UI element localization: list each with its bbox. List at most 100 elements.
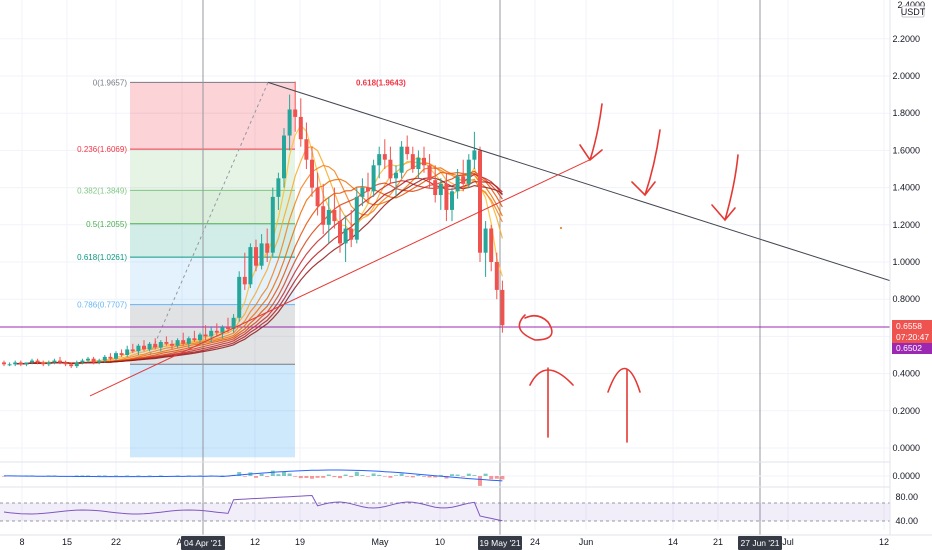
crosshair-date-label: 04 Apr '21 xyxy=(184,538,222,548)
candle-body xyxy=(7,364,12,366)
candle-body xyxy=(388,159,393,179)
macd-bar xyxy=(147,475,152,476)
macd-bar xyxy=(254,476,258,478)
currency-label: USDT xyxy=(901,7,926,17)
macd-line xyxy=(4,469,503,482)
candle-body xyxy=(209,330,214,337)
macd-bar xyxy=(242,476,247,477)
macd-bar xyxy=(136,475,141,476)
macd-bar xyxy=(125,475,130,476)
rsi-line xyxy=(3,494,503,522)
candle-body xyxy=(74,362,79,367)
candle-body xyxy=(483,228,488,253)
candle-body xyxy=(91,358,96,363)
crosshair-date-bg xyxy=(738,536,782,550)
macd-bar xyxy=(433,476,438,478)
candle-body xyxy=(30,360,34,363)
candle-body xyxy=(186,338,191,344)
macd-bar xyxy=(500,476,505,480)
macd-bar xyxy=(304,476,309,478)
candle-body xyxy=(130,349,135,352)
candle-body xyxy=(494,262,499,290)
macd-bar xyxy=(377,474,382,476)
price-tag-current: 0.6558 xyxy=(896,321,922,331)
macd-bar xyxy=(450,474,454,476)
macd-bar xyxy=(315,476,320,478)
candle-body xyxy=(226,327,230,329)
candle-body xyxy=(231,317,236,329)
y-tick-label: 1.0000 xyxy=(892,257,920,267)
candle-body xyxy=(338,221,342,244)
macd-bar xyxy=(422,476,426,477)
fib-label: 0.618(1.0261) xyxy=(77,253,127,262)
macd-bar xyxy=(455,474,460,476)
x-tick-label: 22 xyxy=(111,537,121,547)
x-tick-label: 14 xyxy=(668,537,678,547)
candle-body xyxy=(433,180,438,196)
candle-body xyxy=(427,165,432,181)
candle-body xyxy=(80,360,85,363)
fib-trend-line xyxy=(149,82,269,356)
hand-drawn-mark xyxy=(607,367,641,443)
candle-body xyxy=(181,340,186,344)
candle-body xyxy=(478,150,482,253)
candle-body xyxy=(282,135,286,179)
candle-body xyxy=(69,364,74,367)
fibonacci-retracement: 0(1.9657) 0.236(1.6069) 0.382(1.3849) 0.5(1… xyxy=(77,78,406,458)
fib-zone xyxy=(130,364,295,458)
candle-body xyxy=(97,360,102,363)
y-tick-label: 0.4000 xyxy=(892,369,920,379)
macd-bar xyxy=(237,472,242,476)
candle-body xyxy=(422,157,426,166)
candle-body xyxy=(35,360,40,363)
candle-body xyxy=(203,334,208,337)
macd-bar xyxy=(298,476,303,479)
candle-body xyxy=(108,356,113,359)
candle-body xyxy=(114,353,118,359)
candle-body xyxy=(242,276,247,285)
macd-bar xyxy=(354,471,359,476)
dot-mark xyxy=(560,227,562,229)
macd-bar xyxy=(416,474,421,476)
candle-body xyxy=(321,206,326,225)
fib-zone xyxy=(130,82,295,150)
time-axis[interactable]: 81522Ap1219May1024Jun1421Jul1204 Apr '21… xyxy=(0,534,932,550)
fib-extra-label: 0.618(1.9643) xyxy=(356,79,406,88)
candle-body xyxy=(461,176,466,184)
macd-bar xyxy=(382,476,387,477)
candle-body xyxy=(13,362,18,365)
macd-bar xyxy=(86,475,90,476)
macd-bar xyxy=(343,474,348,476)
candle-body xyxy=(410,154,415,169)
candle-body xyxy=(416,157,421,169)
macd-bar xyxy=(405,476,410,477)
macd-bar xyxy=(186,475,191,476)
fib-zone xyxy=(130,190,295,224)
candle-body xyxy=(444,183,449,210)
axis-top-label: 2.4000 xyxy=(897,0,925,10)
candle-body xyxy=(259,243,264,266)
hand-drawn-mark xyxy=(529,367,574,438)
macd-bar xyxy=(472,475,477,476)
ma-line xyxy=(15,124,503,365)
grid xyxy=(0,0,890,530)
rsi-band xyxy=(0,503,890,521)
x-tick-label: 12 xyxy=(879,537,889,547)
macd-bar xyxy=(102,475,107,476)
candle-body xyxy=(164,341,169,344)
macd-bar xyxy=(410,476,415,478)
y-tick-label: 1.8000 xyxy=(892,108,920,118)
macd-bar xyxy=(114,475,118,476)
macd-bar xyxy=(444,476,449,479)
macd-pane xyxy=(0,461,890,486)
fib-zone xyxy=(130,149,295,191)
candle-body xyxy=(63,362,68,365)
macd-bar xyxy=(74,475,79,476)
candle-body xyxy=(270,196,275,253)
candle-body xyxy=(500,289,505,326)
candle-body xyxy=(52,360,57,363)
macd-bar xyxy=(175,475,180,476)
macd-bar xyxy=(366,476,370,477)
